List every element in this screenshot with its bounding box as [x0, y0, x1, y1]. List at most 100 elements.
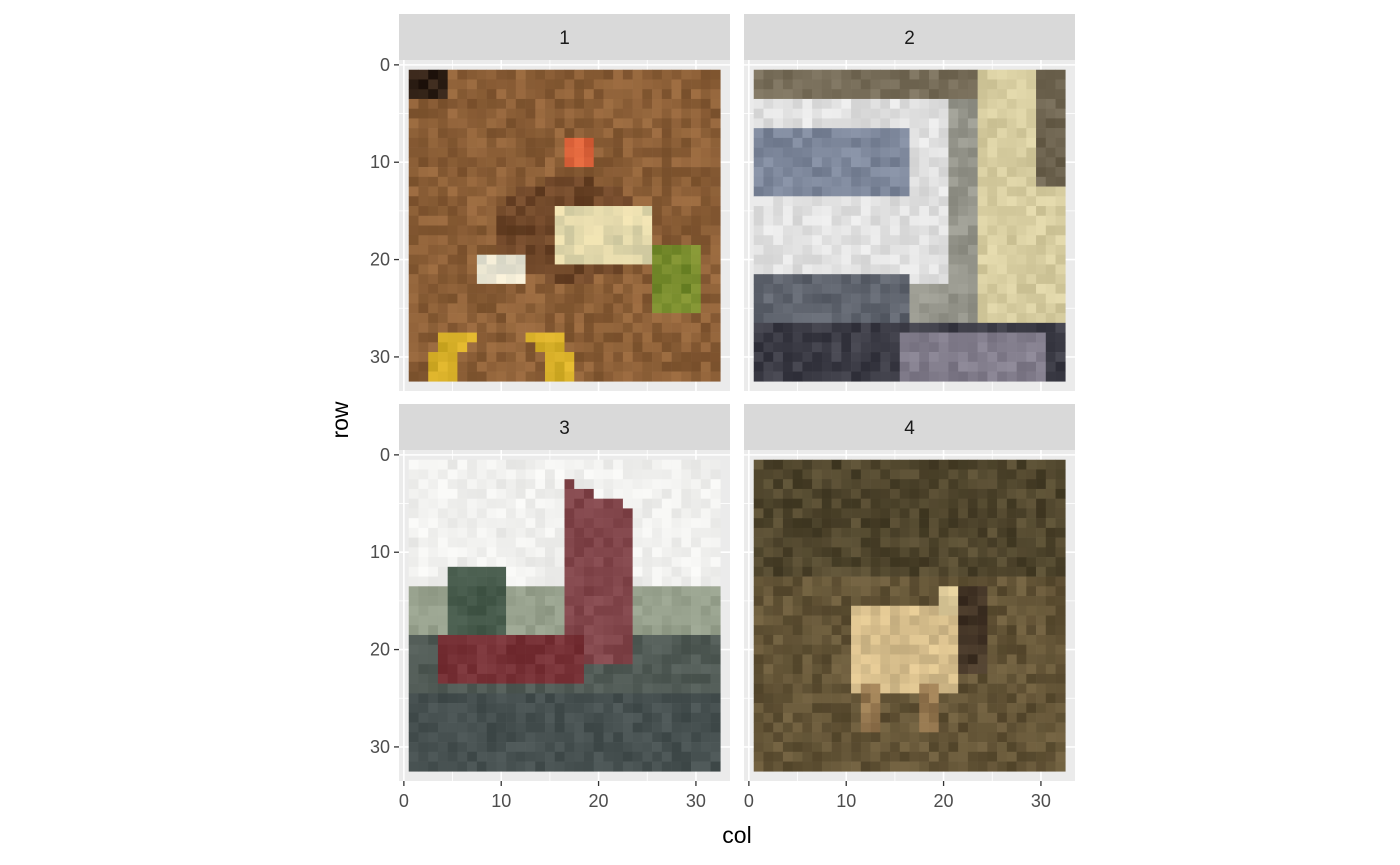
pixel [672, 372, 682, 382]
pixel [642, 362, 652, 372]
pixel [623, 157, 633, 167]
pixel [871, 538, 881, 548]
pixel [623, 70, 633, 80]
pixel [910, 255, 920, 265]
pixel [978, 567, 988, 577]
pixel [880, 323, 890, 333]
pixel [929, 499, 939, 509]
pixel [773, 547, 783, 557]
pixel [545, 177, 555, 187]
pixel [1026, 148, 1036, 158]
pixel [681, 89, 691, 99]
pixel [613, 313, 623, 323]
pixel [1036, 460, 1046, 470]
pixel [1036, 606, 1046, 616]
pixel [900, 284, 910, 294]
pixel [681, 79, 691, 89]
pixel [978, 264, 988, 274]
pixel [701, 489, 711, 499]
pixel [642, 323, 652, 333]
pixel [633, 693, 643, 703]
pixel [428, 547, 438, 557]
pixel [900, 274, 910, 284]
pixel [613, 460, 623, 470]
pixel [919, 703, 929, 713]
pixel [948, 99, 958, 109]
pixel [958, 264, 968, 274]
pixel [1026, 342, 1036, 352]
pixel [701, 157, 711, 167]
pixel [613, 508, 623, 518]
pixel [968, 196, 978, 206]
pixel [793, 235, 803, 245]
pixel [851, 148, 861, 158]
pixel [910, 187, 920, 197]
pixel [681, 723, 691, 733]
pixel [871, 713, 881, 723]
pixel [929, 567, 939, 577]
pixel [1007, 216, 1017, 226]
pixel [428, 489, 438, 499]
pixel [1017, 352, 1027, 362]
pixel [711, 479, 721, 489]
pixel [1056, 323, 1066, 333]
pixel [691, 167, 701, 177]
pixel [871, 99, 881, 109]
pixel [516, 157, 526, 167]
pixel [948, 255, 958, 265]
pixel [662, 167, 672, 177]
pixel [1056, 645, 1066, 655]
pixel [763, 313, 773, 323]
pixel [672, 99, 682, 109]
pixel [565, 703, 575, 713]
pixel [701, 89, 711, 99]
pixel [506, 245, 516, 255]
pixel [1026, 635, 1036, 645]
pixel [613, 294, 623, 304]
pixel [861, 479, 871, 489]
pixel [987, 538, 997, 548]
pixel [418, 654, 428, 664]
pixel [968, 128, 978, 138]
pixel [939, 99, 949, 109]
pixel [900, 693, 910, 703]
pixel [871, 118, 881, 128]
pixel [691, 128, 701, 138]
pixel [987, 79, 997, 89]
pixel [773, 508, 783, 518]
pixel [711, 89, 721, 99]
pixel [871, 674, 881, 684]
pixel [467, 499, 477, 509]
pixel [968, 752, 978, 762]
pixel [506, 187, 516, 197]
pixel [1007, 645, 1017, 655]
pixel [545, 752, 555, 762]
pixel [662, 664, 672, 674]
pixel [1026, 333, 1036, 343]
pixel [711, 196, 721, 206]
pixel [448, 372, 458, 382]
pixel [623, 762, 633, 772]
pixel [672, 547, 682, 557]
pixel [516, 89, 526, 99]
pixel [793, 157, 803, 167]
pixel [652, 342, 662, 352]
pixel [997, 645, 1007, 655]
pixel [701, 577, 711, 587]
pixel [535, 274, 545, 284]
pixel [516, 342, 526, 352]
pixel [477, 157, 487, 167]
pixel [919, 742, 929, 752]
pixel [477, 167, 487, 177]
pixel [633, 732, 643, 742]
pixel [594, 323, 604, 333]
pixel [545, 693, 555, 703]
pixel [871, 274, 881, 284]
pixel [987, 557, 997, 567]
pixel [802, 674, 812, 684]
pixel [516, 732, 526, 742]
pixel [594, 118, 604, 128]
pixel [978, 460, 988, 470]
pixel [832, 303, 842, 313]
pixel [526, 635, 536, 645]
